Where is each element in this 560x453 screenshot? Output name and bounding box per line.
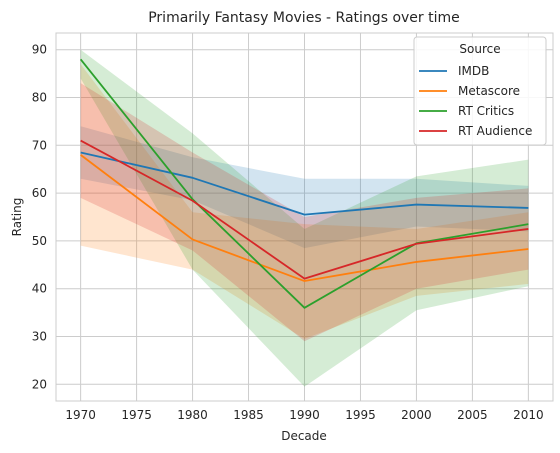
line-metascore [80,154,529,282]
x-tick-label: 2000 [401,408,432,422]
y-tick-labels: 20 30 40 50 60 70 80 90 [32,43,47,392]
y-tick-label: 60 [32,186,47,200]
band-rt-critics [80,49,529,387]
x-tick-label: 1990 [289,408,320,422]
x-tick-label: 1995 [345,408,376,422]
plot-frame [55,32,554,402]
x-tick-label: 1985 [233,408,264,422]
x-tick-label: 1980 [177,408,208,422]
y-axis-label: Rating [10,198,24,237]
y-tick-label: 50 [32,234,47,248]
line-rt-audience [80,139,529,280]
legend-label-metascore: Metascore [458,84,520,98]
line-imdb [80,151,529,216]
y-tick-label: 40 [32,282,47,296]
x-tick-label: 1975 [121,408,152,422]
legend-label-rt-critics: RT Critics [458,104,514,118]
legend-box [413,36,547,146]
confidence-bands [80,49,529,387]
x-tick-label: 2005 [457,408,488,422]
y-tick-label: 30 [32,329,47,343]
y-tick-label: 90 [32,43,47,57]
x-axis-label: Decade [281,429,327,443]
legend-title: Source [459,42,500,56]
y-tick-label: 20 [32,377,47,391]
band-metascore [80,64,529,339]
legend-label-imdb: IMDB [458,64,489,78]
series-lines [79,58,529,309]
x-tick-labels: 1970 1975 1980 1985 1990 1995 2000 2005 2010 [65,408,543,422]
band-imdb [80,126,529,249]
x-tick-label: 1970 [65,408,96,422]
band-rt-audience [80,83,529,342]
line-rt-critics [79,58,529,309]
x-tick-label: 2010 [513,408,544,422]
legend: Source IMDB Metascore RT Critics RT Audienc… [413,36,547,146]
y-tick-label: 80 [32,91,47,105]
y-tick-label: 70 [32,138,47,152]
legend-label-rt-audience: RT Audience [458,124,532,138]
chart-title: Primarily Fantasy Movies - Ratings over … [148,10,460,26]
